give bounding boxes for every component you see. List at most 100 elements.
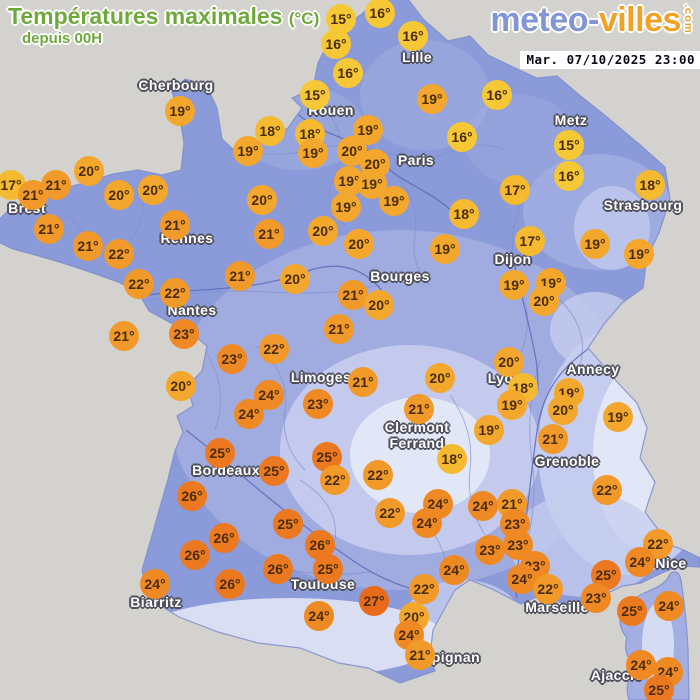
title-text: Températures maximales [8,3,283,29]
city-label: Cherbourg [138,76,214,93]
timestamp-badge: Mar. 07/10/2025 23:00 [520,51,700,69]
temp-bubble: 20° [548,395,578,425]
logo-orange-part: villes [598,1,682,39]
temp-bubble: 16° [482,80,512,110]
temp-bubble: 19° [474,415,504,445]
temp-bubble: 23° [169,319,199,349]
temp-bubble: 19° [233,136,263,166]
temp-bubble: 22° [592,475,622,505]
temp-bubble: 24° [234,399,264,429]
temp-bubble: 18° [437,444,467,474]
temp-bubble: 21° [404,394,434,424]
temp-bubble: 19° [580,229,610,259]
temp-bubble: 24° [507,564,537,594]
page-title: Températures maximales (°C) [8,3,319,30]
temp-bubble: 24° [304,601,334,631]
temp-bubble: 21° [254,219,284,249]
temp-bubble: 20° [425,363,455,393]
city-label: Dijon [494,250,532,267]
temp-bubble: 19° [497,390,527,420]
temp-bubble: 16° [554,161,584,191]
temp-bubble: 20° [364,290,394,320]
temp-bubble: 26° [177,481,207,511]
city-label: Annecy [566,360,620,377]
temp-bubble: 27° [359,586,389,616]
temp-bubble: 20° [280,264,310,294]
temp-bubble: 20° [308,216,338,246]
temp-bubble: 22° [104,239,134,269]
temp-bubble: 17° [515,226,545,256]
temp-bubble: 26° [180,540,210,570]
temp-bubble: 19° [165,96,195,126]
temp-bubble: 19° [379,186,409,216]
title-unit: (°C) [288,9,320,28]
temp-bubble: 15° [300,80,330,110]
temp-bubble: 19° [499,270,529,300]
temp-bubble: 17° [500,175,530,205]
temp-bubble: 25° [313,554,343,584]
temp-bubble: 24° [412,508,442,538]
temp-bubble: 24° [625,547,655,577]
city-label: Bourges [370,267,430,284]
temp-bubble: 22° [320,465,350,495]
temp-bubble: 24° [140,569,170,599]
city-label: Limoges [290,368,352,385]
temp-bubble: 20° [74,156,104,186]
temp-bubble: 25° [617,596,647,626]
temp-bubble: 23° [217,344,247,374]
temp-bubble: 20° [166,371,196,401]
city-label: Clermont Ferrand [384,418,450,451]
temp-bubble: 21° [405,640,435,670]
temp-bubble: 21° [109,321,139,351]
temp-bubble: 24° [468,491,498,521]
temp-bubble: 22° [124,269,154,299]
temp-bubble: 21° [41,170,71,200]
city-label: Paris [397,151,435,168]
city-label: Marseille [525,598,589,615]
logo-tld: .com [682,4,694,34]
temp-bubble: 18° [635,170,665,200]
temp-bubble: 19° [331,192,361,222]
temp-bubble: 21° [34,214,64,244]
temp-bubble: 21° [538,424,568,454]
temp-bubble: 26° [263,554,293,584]
temp-bubble: 25° [273,509,303,539]
temp-bubble: 21° [338,280,368,310]
logo-blue-part: meteo- [490,1,599,39]
temp-bubble: 21° [160,210,190,240]
city-label: Metz [554,111,588,128]
temp-bubble: 21° [348,367,378,397]
city-label: Lille [401,48,433,65]
temp-bubble: 21° [225,261,255,291]
temp-bubble: 26° [209,523,239,553]
temp-bubble: 24° [654,591,684,621]
temp-bubble: 18° [449,199,479,229]
temp-bubble: 23° [475,535,505,565]
temp-bubble: 16° [365,0,395,28]
temp-bubble: 20° [138,175,168,205]
temp-bubble: 15° [554,130,584,160]
temp-bubble: 20° [344,229,374,259]
temp-bubble: 24° [439,555,469,585]
temp-bubble: 19° [430,234,460,264]
temp-bubble: 22° [409,574,439,604]
temp-bubble: 19° [624,239,654,269]
city-label: Nice [655,554,687,571]
temp-bubble: 20° [337,136,367,166]
temp-bubble: 25° [259,456,289,486]
page-subtitle: depuis 00H [22,30,103,47]
temp-bubble: 24° [626,650,656,680]
meteo-villes-logo: meteo-villes.com [490,1,694,39]
temp-bubble: 23° [581,583,611,613]
temp-bubble: 23° [303,389,333,419]
temp-bubble: 20° [529,286,559,316]
temp-bubble: 16° [321,29,351,59]
temp-bubble: 22° [533,574,563,604]
temp-bubble: 19° [417,84,447,114]
temp-bubble: 20° [104,180,134,210]
temp-bubble: 16° [333,58,363,88]
temp-bubble: 25° [644,675,674,700]
city-label: Grenoble [534,452,600,469]
temp-bubble: 22° [375,498,405,528]
